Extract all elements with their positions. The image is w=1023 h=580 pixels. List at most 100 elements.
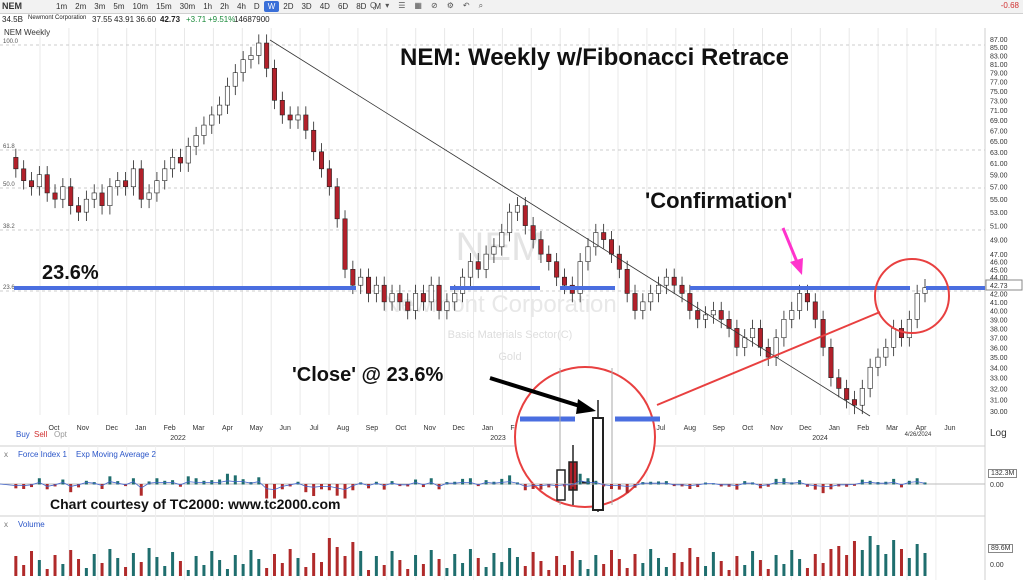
volume-close-x[interactable]: x <box>4 520 8 529</box>
candle-body <box>170 157 176 170</box>
toolbar-icon[interactable]: ↶ <box>462 1 470 10</box>
signal-opt[interactable]: Opt <box>54 430 67 439</box>
x-axis-tick: Aug <box>337 425 350 432</box>
timeframe-2d[interactable]: 2D <box>283 2 294 11</box>
y-axis-tick: 30.00 <box>990 409 1008 416</box>
candle-body <box>648 293 654 303</box>
chart-name[interactable]: NEM Weekly <box>4 28 51 37</box>
x-axis-tick: May <box>250 425 264 432</box>
timeframe-2m[interactable]: 2m <box>75 2 87 11</box>
candle-body <box>742 337 748 348</box>
force-bar <box>178 484 182 487</box>
force-bar <box>327 484 331 491</box>
volume-bar <box>171 552 175 576</box>
force-bar <box>429 478 433 485</box>
x-axis-tick: Dec <box>799 425 812 432</box>
toolbar-icon[interactable]: ▾ <box>385 1 390 10</box>
toolbar-icon[interactable]: ☰ <box>398 1 406 10</box>
force-bar <box>37 478 41 485</box>
y-axis-tick: 83.00 <box>990 53 1008 60</box>
price-label-box <box>985 279 1023 291</box>
volume-bar <box>367 570 371 576</box>
symbol-box[interactable]: NEM <box>2 1 22 11</box>
volume-bar <box>351 542 355 576</box>
timeframe-2h[interactable]: 2h <box>220 2 229 11</box>
volume-bar <box>633 554 637 576</box>
timeframe-6d[interactable]: 6D <box>337 2 349 11</box>
high-value: 43.91 <box>114 15 135 24</box>
timeframe-m[interactable]: M <box>374 2 382 11</box>
timeframe-8d[interactable]: 8D <box>356 2 367 11</box>
candle-body <box>483 253 489 270</box>
candle-body <box>836 377 842 389</box>
toolbar-icon[interactable]: ⌕ <box>478 1 484 10</box>
force-bar <box>265 484 269 499</box>
candle-body <box>358 276 364 286</box>
candle-body <box>154 180 160 194</box>
volume-bar <box>163 566 167 576</box>
volume-title[interactable]: Volume <box>18 520 45 529</box>
volume-zero: 0.00 <box>990 562 1004 569</box>
volume-bar <box>147 548 151 576</box>
toolbar-icon[interactable]: ▦ <box>414 1 422 10</box>
candle-body <box>193 135 199 147</box>
candle-body <box>436 284 442 311</box>
signal-sell[interactable]: Sell <box>34 430 48 439</box>
candle-body <box>671 276 677 286</box>
force-bar <box>312 484 316 497</box>
volume-bar <box>374 556 378 576</box>
toolbar-icon[interactable]: ⚙ <box>446 1 454 10</box>
y-axis-tick: 65.00 <box>990 139 1008 146</box>
force-bar <box>69 484 73 493</box>
force-index-title[interactable]: Force Index 1 <box>18 450 67 459</box>
timeframe-1m[interactable]: 1m <box>56 2 68 11</box>
candle-body <box>342 218 348 270</box>
force-bar <box>155 478 159 485</box>
timeframe-3d[interactable]: 3D <box>301 2 312 11</box>
volume-value-label: 89.6M <box>988 544 1014 553</box>
volume-bar <box>813 554 817 576</box>
y-axis-tick: 45.00 <box>990 267 1008 274</box>
candle-body <box>209 114 215 126</box>
ema-title[interactable]: Exp Moving Average 2 <box>76 450 156 459</box>
volume-bar <box>562 565 566 576</box>
timeframe-4d[interactable]: 4D <box>319 2 330 11</box>
candle-body <box>224 85 230 106</box>
volume-bar <box>178 561 182 576</box>
timeframe-d[interactable]: D <box>253 2 260 11</box>
timeframe-w[interactable]: W <box>263 1 280 12</box>
toolbar-icon[interactable]: Q <box>370 1 377 10</box>
signal-buy[interactable]: Buy <box>16 430 30 439</box>
y-axis-tick: 73.00 <box>990 98 1008 105</box>
log-scale-toggle[interactable]: Log <box>990 428 1007 439</box>
force-bar <box>899 484 903 488</box>
candle-body <box>76 205 82 213</box>
candle-body <box>319 151 325 170</box>
candle-body <box>507 211 513 233</box>
candle-body <box>52 192 58 200</box>
volume-bar <box>578 560 582 576</box>
candle-body <box>303 114 309 131</box>
timeframe-10m[interactable]: 10m <box>132 2 149 11</box>
timeframe-15m[interactable]: 15m <box>156 2 172 11</box>
current-price-label: 42.73 <box>990 283 1008 290</box>
timeframe-5m[interactable]: 5m <box>113 2 125 11</box>
timeframe-4h[interactable]: 4h <box>237 2 246 11</box>
candle-body <box>585 246 591 262</box>
candle-body <box>844 388 850 400</box>
timeframe-30m[interactable]: 30m <box>179 2 196 11</box>
candle-body <box>546 253 552 262</box>
volume-bar <box>210 551 214 576</box>
volume-bar <box>617 559 621 576</box>
toolbar-icon[interactable]: ⊘ <box>430 1 438 10</box>
force-bar <box>547 484 551 488</box>
watermark-industry: Gold <box>498 351 521 363</box>
panel-close-x[interactable]: x <box>4 450 8 459</box>
candle-body <box>162 168 168 181</box>
candle-body <box>130 168 136 188</box>
timeframe-1h[interactable]: 1h <box>203 2 213 11</box>
candle-body <box>883 346 889 358</box>
candle-body <box>107 186 113 206</box>
timeframe-3m[interactable]: 3m <box>94 2 106 11</box>
